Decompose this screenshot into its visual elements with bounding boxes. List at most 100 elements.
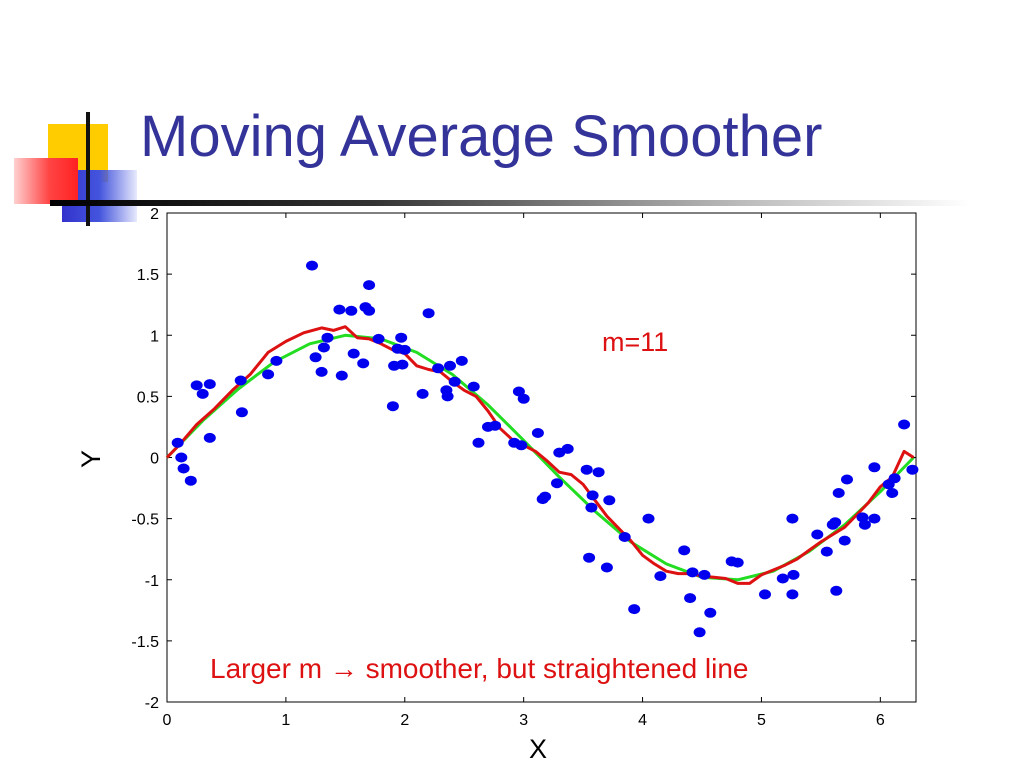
data-point [704,607,717,618]
data-point [306,260,318,271]
data-point [386,401,399,412]
data-point [830,585,843,596]
data-point [618,532,631,542]
decor-vertical-bar [86,112,90,226]
decor-red-square [14,158,78,204]
y-tick-label: 1.5 [137,267,159,284]
data-point [686,567,699,578]
data-point [642,513,655,524]
data-point [898,419,911,430]
data-point [787,569,800,580]
data-point [539,491,552,502]
x-tick-label: 5 [757,712,766,729]
data-point [432,363,445,374]
axis-ticks [166,212,916,703]
data-point [693,627,706,638]
note-text: Larger m → smoother, but straightened li… [210,653,749,684]
data-point [832,488,845,498]
data-point [315,366,328,377]
data-point [517,393,530,404]
x-tick-label: 6 [876,712,885,729]
data-point [886,488,899,498]
data-point [372,333,385,344]
data-point [580,464,593,475]
data-point [345,305,358,316]
data-point [396,359,409,370]
data-point [731,557,744,568]
data-point [583,552,596,563]
data-point [234,375,247,386]
data-point [347,348,360,359]
data-point [759,589,771,600]
m-label: m=11 [602,327,668,357]
data-point [603,495,616,506]
data-point [776,573,789,584]
data-point [472,437,485,448]
data-point [441,391,454,402]
data-point [422,308,435,319]
data-point [321,332,334,343]
data-point [235,407,248,418]
data-point [467,381,480,392]
data-point [395,332,408,343]
page-title: Moving Average Smoother [140,104,823,169]
data-point [654,571,667,582]
y-tick-label: 2 [150,206,159,223]
data-point [858,519,871,530]
data-point [363,305,376,316]
data-point [684,593,697,604]
data-point [489,420,502,431]
title-underline [50,200,970,206]
data-point [786,513,799,524]
data-point [177,463,190,474]
data-point [906,464,919,475]
data-point [317,342,330,353]
data-point [262,369,275,380]
data-point [309,352,322,363]
data-point [357,358,370,369]
x-axis-label: X [529,734,547,764]
data-point [811,529,824,540]
y-tick-label: -1.5 [131,634,159,651]
data-point [416,388,429,399]
curves [165,325,915,585]
data-point [190,380,203,391]
data-point [820,546,833,557]
data-point [171,437,184,448]
data-point [363,280,376,291]
data-point [448,376,461,387]
y-tick-labels: -2 -1.5 -1 -0.5 0 0.5 1 1.5 2 [131,206,159,712]
data-point [184,475,197,486]
x-tick-label: 3 [519,712,528,729]
y-tick-label: 1 [150,328,159,345]
y-tick-label: -1 [145,573,159,590]
y-axis-label: Y [76,450,106,468]
data-point [586,490,599,501]
data-point [455,355,468,366]
data-point [628,604,641,615]
data-point [592,467,605,478]
y-tick-label: 0.5 [137,389,159,406]
x-tick-label: 4 [638,712,647,729]
x-tick-label: 1 [281,712,290,729]
data-point [786,589,799,600]
data-point [585,502,598,513]
data-point [829,517,842,528]
data-point [531,428,544,438]
data-point [868,513,881,524]
data-points [171,260,919,638]
y-tick-label: 0 [150,451,159,468]
y-tick-label: -2 [145,695,159,712]
data-point [841,474,853,485]
data-point [335,370,348,381]
smoothed-curve-line [165,325,915,585]
y-tick-label: -0.5 [131,512,159,529]
data-point [868,462,881,473]
data-point [203,432,216,443]
data-point [698,569,711,580]
data-point [398,344,411,355]
data-point [444,360,456,371]
data-point [333,304,346,315]
